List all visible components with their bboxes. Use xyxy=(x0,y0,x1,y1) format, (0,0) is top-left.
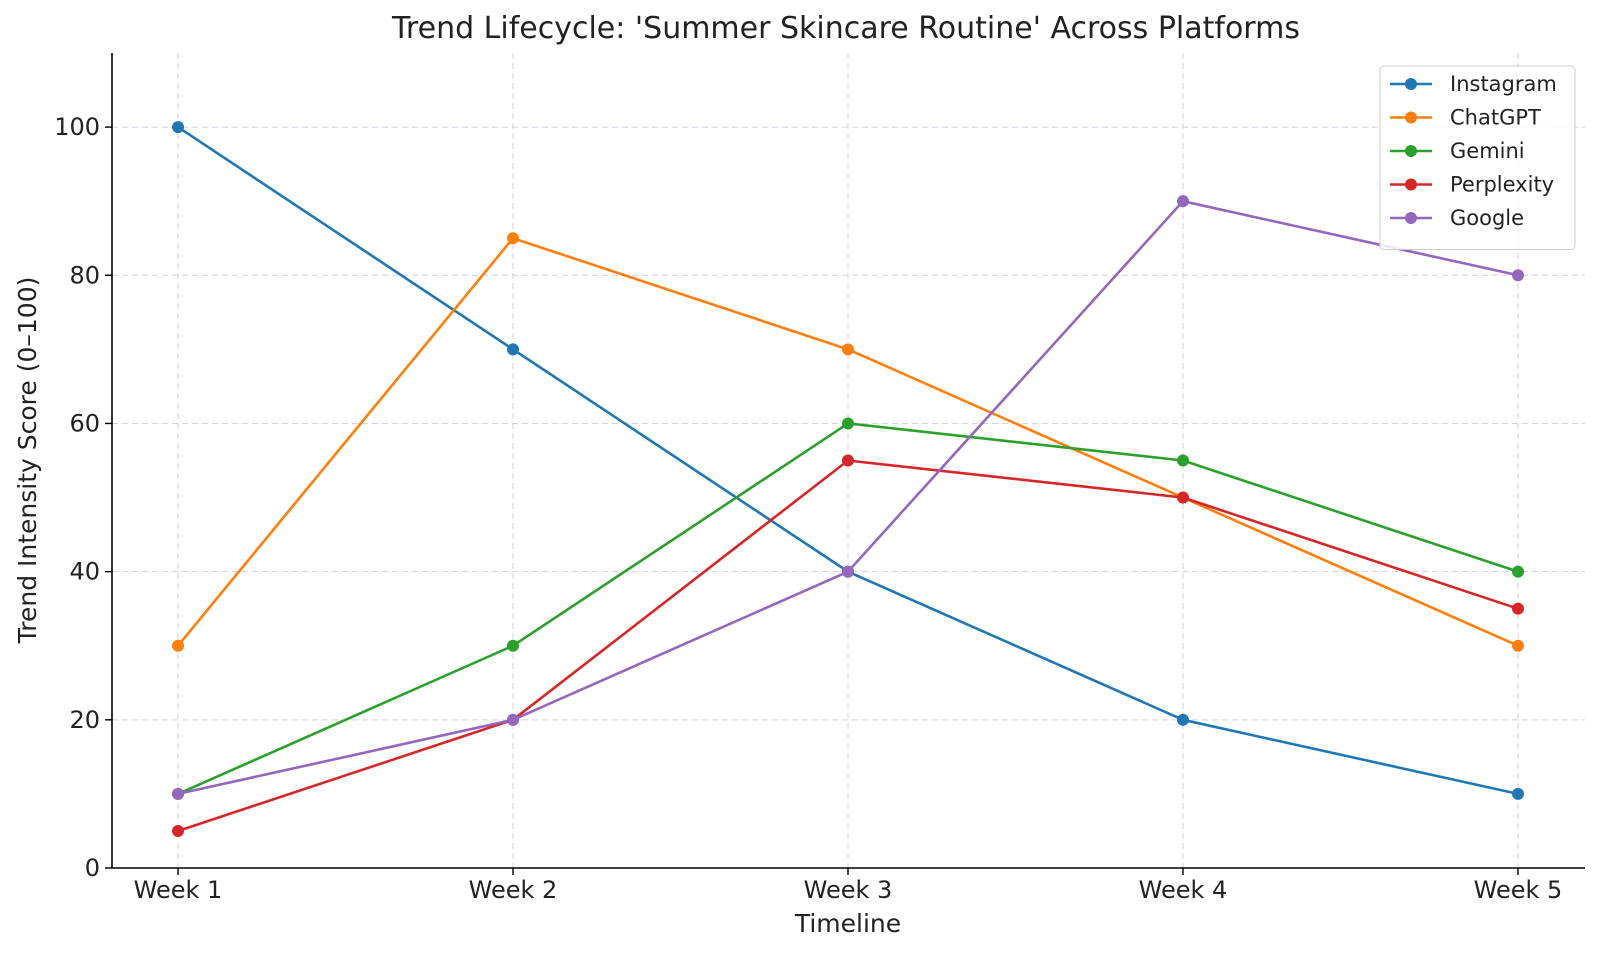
x-tick-label: Week 4 xyxy=(1139,876,1228,904)
data-point-perplexity xyxy=(1177,491,1189,504)
legend-label-gemini: Gemini xyxy=(1450,139,1525,163)
data-point-chatgpt xyxy=(1512,639,1524,652)
y-tick-label: 60 xyxy=(69,409,100,437)
legend-swatch-marker xyxy=(1405,78,1417,90)
y-tick-label: 100 xyxy=(54,113,100,141)
y-tick-label: 80 xyxy=(69,261,100,289)
data-point-chatgpt xyxy=(842,343,854,356)
x-tick-label: Week 1 xyxy=(134,876,223,904)
axes xyxy=(105,53,1585,875)
series-google xyxy=(172,195,1524,800)
y-tick-label: 0 xyxy=(85,854,100,882)
chart-title: Trend Lifecycle: 'Summer Skincare Routin… xyxy=(391,11,1300,46)
data-point-perplexity xyxy=(1512,602,1524,615)
data-point-gemini xyxy=(507,639,519,652)
data-point-perplexity xyxy=(842,454,854,467)
legend-swatch-marker xyxy=(1405,145,1417,157)
data-point-chatgpt xyxy=(172,639,184,652)
data-point-instagram xyxy=(507,343,519,356)
data-point-instagram xyxy=(172,121,184,134)
data-point-gemini xyxy=(842,417,854,430)
x-tick-label: Week 5 xyxy=(1474,876,1563,904)
x-tick-label: Week 3 xyxy=(804,876,893,904)
legend-label-instagram: Instagram xyxy=(1450,72,1557,96)
data-point-gemini xyxy=(1512,565,1524,578)
data-point-google xyxy=(172,787,184,800)
data-point-google xyxy=(1177,195,1189,208)
data-point-gemini xyxy=(1177,454,1189,467)
data-point-google xyxy=(1512,269,1524,282)
legend-label-google: Google xyxy=(1450,206,1524,230)
legend-item-google: Google xyxy=(1390,206,1524,230)
legend-box xyxy=(1379,65,1576,250)
data-point-google xyxy=(842,565,854,578)
legend: Instagram ChatGPT Gemini Perplexity Google xyxy=(1379,65,1576,250)
data-point-instagram xyxy=(1512,787,1524,800)
data-point-chatgpt xyxy=(507,232,519,245)
legend-swatch-marker xyxy=(1405,178,1417,191)
y-tick-label: 20 xyxy=(69,706,100,734)
y-tick-label: 40 xyxy=(69,558,100,586)
y-axis-title: Trend Intensity Score (0–100) xyxy=(13,277,42,645)
data-point-perplexity xyxy=(172,824,184,837)
legend-swatch-marker xyxy=(1405,111,1417,124)
legend-swatch-marker xyxy=(1405,212,1417,224)
legend-item-chatgpt: ChatGPT xyxy=(1390,106,1541,130)
series-chatgpt xyxy=(172,232,1524,652)
tick-labels: 0 20 40 60 80 100 Week 1 Week 2 Week 3 Week 4 Week… xyxy=(54,113,1562,904)
legend-label-perplexity: Perplexity xyxy=(1450,173,1554,197)
legend-item-instagram: Instagram xyxy=(1390,72,1557,96)
x-tick-label: Week 2 xyxy=(469,876,558,904)
data-point-google xyxy=(507,713,519,726)
series-group xyxy=(172,121,1524,837)
legend-label-chatgpt: ChatGPT xyxy=(1450,106,1541,130)
legend-item-gemini: Gemini xyxy=(1390,139,1525,163)
series-gemini xyxy=(172,417,1524,800)
legend-item-perplexity: Perplexity xyxy=(1390,173,1554,197)
data-point-instagram xyxy=(1177,713,1189,726)
x-axis-title: Timeline xyxy=(794,909,901,938)
